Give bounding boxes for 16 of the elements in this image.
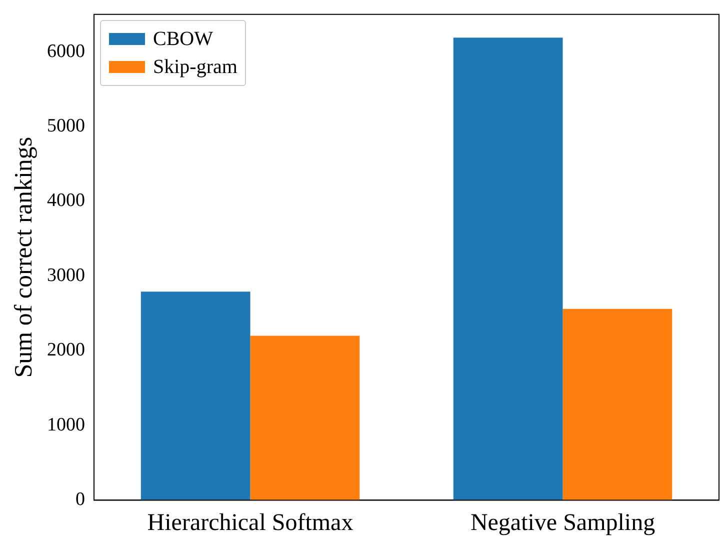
bar [562,308,672,500]
y-tick-label: 2000 [47,340,85,361]
bar [453,38,563,500]
legend-label: Skip-gram [153,56,238,79]
y-axis-title: Sum of correct rankings [10,136,38,378]
bar [140,292,250,500]
y-tick-label: 4000 [47,190,85,212]
x-tick-label: Negative Sampling [470,510,656,536]
y-tick-label: 3000 [47,264,85,286]
y-tick-label: 0 [76,489,85,510]
bar [250,336,360,500]
y-tick-label: 5000 [47,115,85,136]
y-tick-label: 6000 [47,40,85,62]
legend-label: CBOW [153,28,213,51]
x-tick-label: Hierarchical Softmax [147,510,354,536]
y-tick-label: 1000 [47,414,85,436]
